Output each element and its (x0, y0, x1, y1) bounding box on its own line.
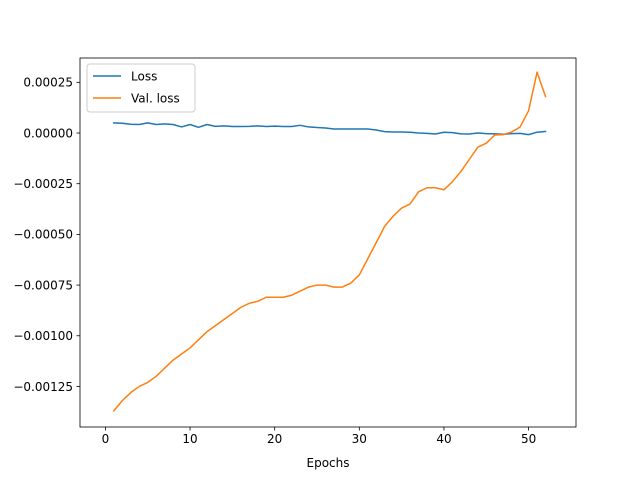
legend-label-0: Loss (131, 69, 157, 83)
legend: Loss Val. loss (86, 63, 196, 113)
y-tick-label: −0.00075 (13, 278, 73, 292)
axes-layer: 0 10 20 30 40 50 0.00025 0.00000 −0.00025 −0.0005… (13, 57, 577, 446)
x-tick-label: 40 (436, 432, 451, 446)
y-tick-label: 0.00000 (23, 126, 73, 140)
x-tick-label: 0 (102, 432, 110, 446)
y-tick-label: 0.00025 (23, 76, 73, 90)
series-line-1 (112, 71, 547, 412)
y-tick-label: −0.00050 (13, 228, 73, 242)
series-layer (112, 71, 547, 412)
y-tick-label: −0.00100 (13, 329, 73, 343)
x-tick-label: 50 (521, 432, 536, 446)
x-tick-label: 30 (352, 432, 367, 446)
y-tick-label: −0.00125 (13, 380, 73, 394)
x-axis-label: Epochs (307, 456, 350, 470)
plot-frame (79, 57, 577, 428)
y-tick-label: −0.00025 (13, 177, 73, 191)
series-line-0 (113, 122, 547, 136)
x-tick-label: 20 (267, 432, 282, 446)
legend-label-1: Val. loss (131, 91, 180, 105)
x-tick-label: 10 (182, 432, 197, 446)
